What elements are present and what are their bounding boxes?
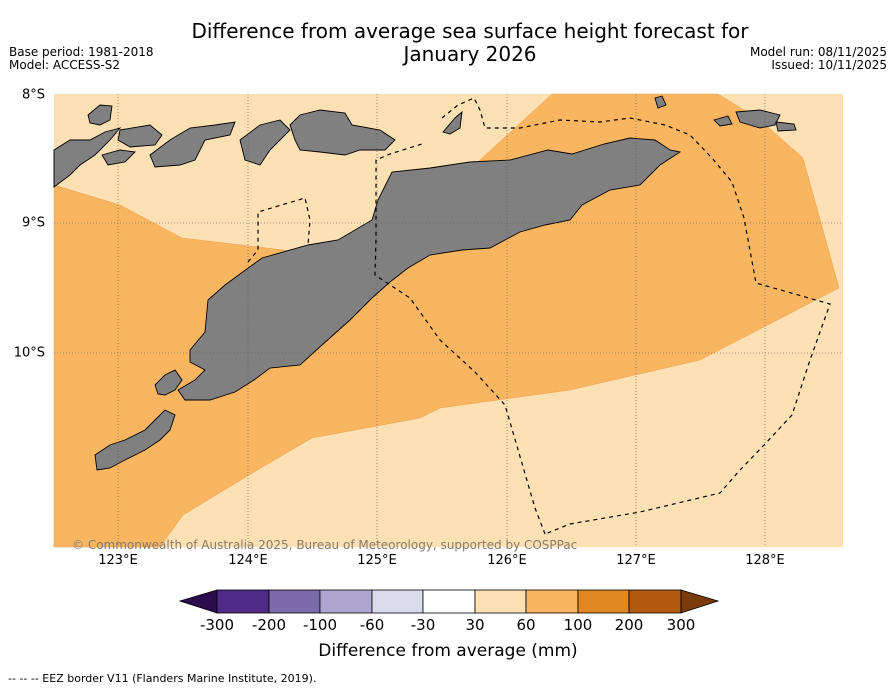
colorbar-bin-4: [371, 589, 424, 614]
colorbar-tick-label: -100: [302, 616, 338, 634]
colorbar-bin-7: [525, 589, 579, 614]
lat-label-10s: 10°S: [13, 345, 45, 361]
colorbar-extend-low: [178, 589, 218, 614]
small-island-3: [239, 119, 291, 166]
alor-island: [289, 109, 396, 156]
wetar-island: [442, 110, 463, 135]
colorbar-tick-label: 100: [563, 616, 593, 634]
colorbar-bin-5: [422, 589, 476, 614]
small-island-1: [87, 104, 113, 126]
small-island-4: [101, 149, 136, 166]
land-masses: [53, 95, 797, 471]
colorbar-tick-label: -300: [199, 616, 235, 634]
rote-island: [94, 409, 176, 471]
colorbar: [178, 589, 720, 614]
lon-label-123e: 123°E: [98, 553, 138, 568]
semau-island: [154, 369, 183, 396]
lon-label-125e: 125°E: [357, 553, 397, 568]
lon-label-126e: 126°E: [487, 553, 527, 568]
map-area: [53, 93, 843, 548]
colorbar-tick-label: -200: [251, 616, 287, 634]
lon-label-127e: 127°E: [616, 553, 656, 568]
colorbar-bin-2: [268, 589, 321, 614]
colorbar-bin-8: [577, 589, 630, 614]
base-period: Base period: 1981-2018: [9, 45, 154, 59]
issued-date: Issued: 10/11/2025: [771, 58, 887, 72]
small-island-7: [713, 115, 733, 127]
timor-island: [177, 137, 682, 401]
small-island-8: [775, 121, 797, 132]
small-island-6: [735, 109, 781, 129]
grid-lines: [54, 94, 843, 547]
eez-footnote: -- -- -- EEZ border V11 (Flanders Marine…: [8, 672, 317, 685]
colorbar-tick-label: -60: [359, 616, 385, 634]
model-run: Model run: 08/11/2025: [749, 45, 887, 59]
lon-label-124e: 124°E: [228, 553, 268, 568]
pantar-island: [149, 121, 236, 168]
small-island-5: [654, 95, 667, 109]
copyright-notice: © Commonwealth of Australia 2025, Bureau…: [72, 538, 578, 552]
title-line-2: January 2026: [403, 42, 537, 66]
colorbar-tick-label: 60: [516, 616, 536, 634]
meta-right: Model run: 08/11/2025 Issued: 10/11/2025: [750, 46, 887, 72]
colorbar-bin-6: [474, 589, 527, 614]
colorbar-bin-3: [319, 589, 373, 614]
lat-label-8s: 8°S: [21, 87, 45, 103]
colorbar-tick-label: -30: [410, 616, 436, 634]
lon-label-128e: 128°E: [745, 553, 785, 568]
chart-title: Difference from average sea surface heig…: [160, 20, 780, 66]
colorbar-extend-high: [680, 589, 720, 614]
model-name: Model: ACCESS-S2: [9, 58, 121, 72]
colorbar-bin-1: [216, 589, 270, 614]
meta-left: Base period: 1981-2018 Model: ACCESS-S2: [9, 46, 154, 72]
flores-east: [53, 127, 122, 188]
colorbar-tick-label: 300: [666, 616, 696, 634]
colorbar-tick-label: 30: [465, 616, 485, 634]
lat-label-9s: 9°S: [21, 215, 45, 231]
colorbar-tick-label: 200: [614, 616, 644, 634]
eez-border: [247, 97, 831, 535]
title-line-1: Difference from average sea surface heig…: [191, 19, 749, 43]
colorbar-bin-9: [628, 589, 682, 614]
colorbar-title: Difference from average (mm): [318, 641, 578, 661]
